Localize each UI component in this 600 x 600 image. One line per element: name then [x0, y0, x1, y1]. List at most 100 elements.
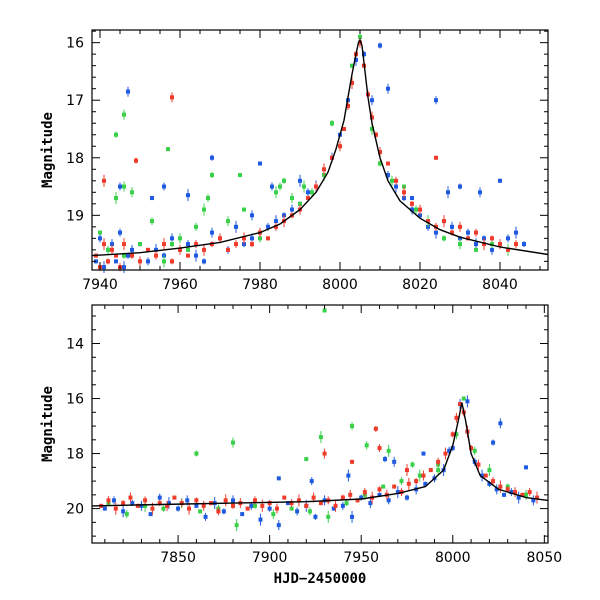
top-red-point	[514, 242, 518, 247]
top-x-tick-label: 8040	[482, 277, 518, 293]
top-blue-point	[186, 193, 190, 198]
top-blue-point	[386, 86, 390, 91]
bottom-blue-point	[465, 399, 470, 404]
top-blue-point	[450, 224, 454, 229]
bottom-red-point	[443, 451, 448, 456]
top-blue-point	[474, 242, 478, 247]
bottom-red-point	[505, 487, 510, 492]
bottom-red-point	[491, 479, 496, 484]
top-blue-point	[378, 43, 382, 48]
top-blue-point	[122, 265, 126, 270]
bottom-red-point	[377, 487, 382, 492]
top-green-point	[114, 196, 118, 201]
top-green-point	[358, 34, 362, 39]
bottom-blue-point	[276, 523, 281, 528]
top-green-point	[166, 147, 170, 152]
top-green-point	[474, 247, 478, 252]
bottom-blue-point	[240, 512, 245, 517]
top-blue-point	[410, 207, 414, 212]
bottom-red-point	[498, 484, 503, 489]
bottom-red-point	[483, 473, 488, 478]
top-blue-point	[434, 230, 438, 235]
bottom-blue-point	[295, 509, 300, 514]
bottom-red-point	[172, 495, 177, 500]
bottom-blue-point	[285, 501, 290, 506]
top-red-point	[306, 196, 310, 201]
top-green-point	[238, 173, 242, 178]
bottom-green-point	[307, 509, 312, 514]
bottom-green-point	[161, 506, 166, 511]
bottom-blue-point	[276, 476, 281, 481]
bottom-red-point	[231, 503, 236, 508]
top-red-point	[450, 230, 454, 235]
bottom-red-point	[350, 459, 355, 464]
bottom-red-point	[187, 506, 192, 511]
top-red-point	[482, 242, 486, 247]
bottom-red-point	[421, 473, 426, 478]
top-red-point	[330, 155, 334, 160]
top-green-point	[194, 224, 198, 229]
top-blue-point	[490, 247, 494, 252]
bottom-green-point	[231, 440, 236, 445]
bottom-red-point	[436, 459, 441, 464]
top-blue-point	[410, 196, 414, 201]
bottom-red-point	[128, 495, 133, 500]
bottom-red-point	[245, 506, 250, 511]
top-y-tick-label: 16	[66, 36, 84, 52]
top-red-point	[242, 236, 246, 241]
bottom-green-point	[252, 503, 257, 508]
top-blue-point	[126, 89, 130, 94]
top-red-point	[130, 253, 134, 258]
top-blue-point	[150, 196, 154, 201]
bottom-blue-point	[383, 457, 388, 462]
bottom-red-point	[223, 498, 228, 503]
top-red-point	[442, 219, 446, 224]
bottom-blue-point	[340, 503, 345, 508]
bottom-red-point	[527, 490, 532, 495]
bottom-red-point	[106, 498, 111, 503]
top-red-point	[386, 161, 390, 166]
top-green-point	[350, 63, 354, 68]
top-green-point	[114, 132, 118, 137]
top-blue-point	[274, 219, 278, 224]
bottom-x-tick-label: 8050	[527, 550, 563, 566]
top-red-point	[410, 201, 414, 206]
bottom-green-point	[410, 462, 415, 467]
bottom-red-point	[121, 501, 126, 506]
top-red-point	[226, 247, 230, 252]
top-blue-point	[110, 242, 114, 247]
bottom-red-point	[296, 498, 301, 503]
top-red-point	[342, 126, 346, 131]
bottom-red-point	[179, 501, 184, 506]
bottom-green-point	[234, 523, 239, 528]
top-green-point	[122, 184, 126, 189]
bottom-red-point	[260, 503, 265, 508]
top-blue-point	[258, 161, 262, 166]
top-green-point	[414, 207, 418, 212]
top-green-point	[278, 184, 282, 189]
bottom-red-point	[362, 490, 367, 495]
bottom-green-point	[386, 448, 391, 453]
bottom-blue-point	[494, 487, 499, 492]
top-green-point	[282, 178, 286, 183]
top-red-point	[458, 224, 462, 229]
bottom-green-point	[194, 451, 199, 456]
bottom-red-point	[304, 503, 309, 508]
top-blue-point	[210, 155, 214, 160]
top-blue-point	[418, 213, 422, 218]
top-green-point	[130, 190, 134, 195]
bottom-blue-point	[121, 509, 126, 514]
bottom-blue-point	[450, 446, 455, 451]
bottom-green-point	[124, 512, 129, 517]
bottom-blue-point	[377, 492, 382, 497]
bottom-red-point	[282, 495, 287, 500]
bottom-red-point	[201, 503, 206, 508]
top-green-point	[458, 242, 462, 247]
bottom-green-point	[289, 506, 294, 511]
top-panel: 7940 7960 7980 8000 8020 8040 16 17 18 19 Magnitu…	[40, 29, 549, 293]
top-y-tick-label: 17	[66, 93, 84, 109]
top-blue-point	[126, 253, 130, 258]
top-red-point	[110, 247, 114, 252]
bottom-green-point	[487, 468, 492, 473]
bottom-red-point	[113, 506, 118, 511]
